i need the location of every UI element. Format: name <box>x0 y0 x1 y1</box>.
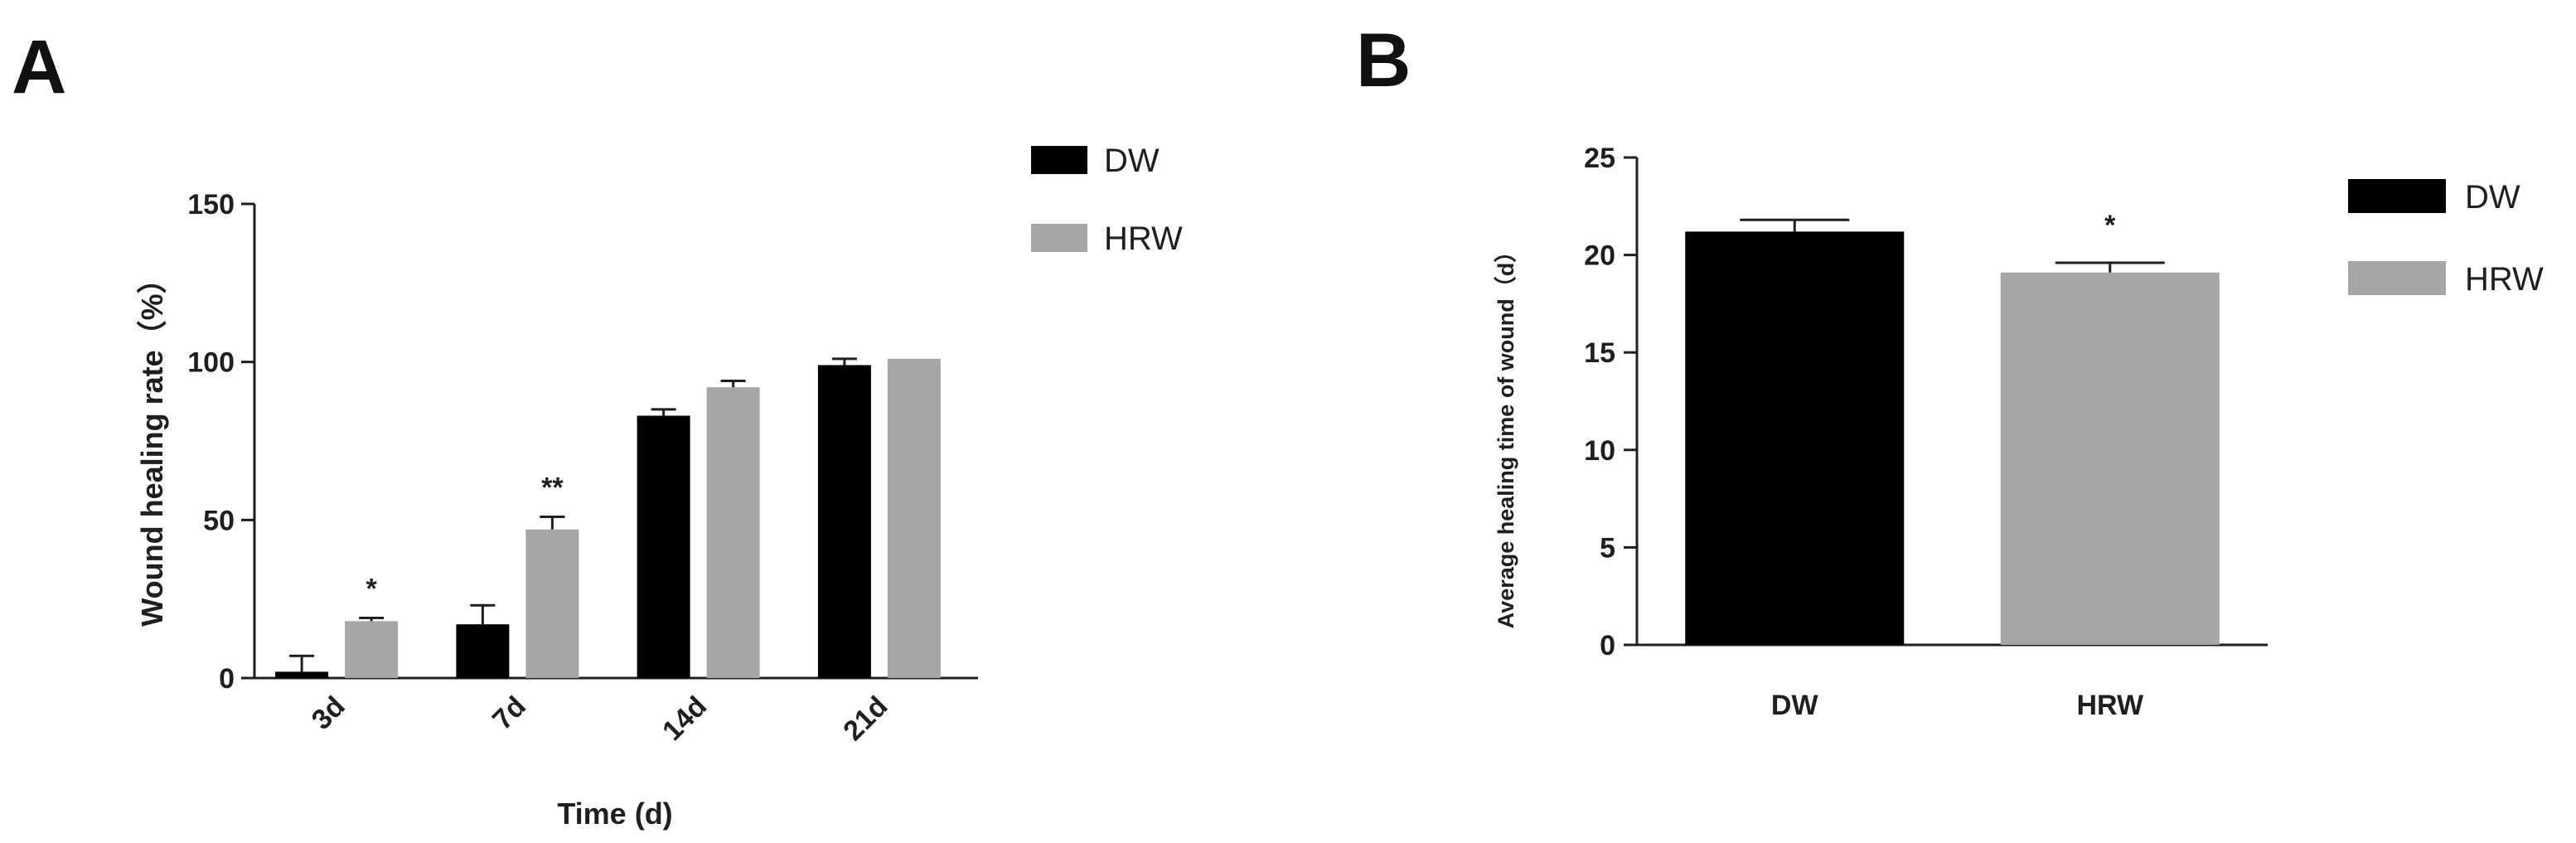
chart-b-y-tick-label: 5 <box>1600 532 1615 564</box>
chart-b-bar-hrw <box>2000 272 2220 645</box>
chart-a-x-tick-label: 3d <box>306 690 351 736</box>
chart-a-x-tick-label: 7d <box>487 690 532 736</box>
chart-b-y-tick-label: 10 <box>1584 435 1615 467</box>
chart-a-bar-dw <box>637 415 690 678</box>
chart-a-significance-label: * <box>366 574 378 605</box>
chart-a-x-tick-label: 14d <box>656 690 713 747</box>
chart-a-bar-hrw <box>345 621 399 678</box>
chart-b-bar-dw <box>1685 231 1905 645</box>
panel-a-letter: A <box>12 25 66 109</box>
chart-b-legend-swatch-dw <box>2348 179 2446 213</box>
chart-b-y-tick-label: 15 <box>1584 337 1615 369</box>
chart-a-significance-label: ** <box>541 472 564 504</box>
chart-a-bar-dw <box>817 365 871 678</box>
chart-a-legend-label-hrw: HRW <box>1104 220 1183 257</box>
chart-a-bar-hrw <box>706 387 760 678</box>
chart-b-significance-label: * <box>2104 210 2116 241</box>
chart-a-legend-swatch-dw <box>1031 146 1087 174</box>
chart-b-y-tick-label: 0 <box>1600 630 1615 661</box>
panel-b-letter: B <box>1356 18 1411 103</box>
chart-a-y-tick-label: 150 <box>187 189 235 220</box>
chart-b-x-tick-label: DW <box>1771 690 1819 721</box>
chart-a-y-tick-label: 100 <box>187 347 235 379</box>
chart-a-bar-dw <box>456 624 510 678</box>
chart-a-x-tick-label: 21d <box>837 690 893 747</box>
chart-b-y-axis-title: Average healing time of wound（d） <box>1494 240 1518 629</box>
chart-a-y-axis-title: Wound healing rate（%） <box>135 264 169 626</box>
chart-b-legend-label-dw: DW <box>2465 179 2520 216</box>
chart-a-legend-label-dw: DW <box>1104 143 1160 179</box>
chart-b-average-healing-time: 0 5 10 15 20 25 DW HRW * Average healing time of … <box>1494 143 2544 721</box>
chart-b-y-tick-label: 20 <box>1584 240 1615 272</box>
chart-a-y-tick-label: 0 <box>219 663 235 695</box>
chart-b-y-tick-label: 25 <box>1584 143 1615 174</box>
chart-a-x-axis-title: Time (d) <box>557 797 672 831</box>
chart-b-x-tick-label: HRW <box>2076 690 2143 721</box>
chart-a-bar-hrw <box>887 358 941 678</box>
chart-a-y-tick-label: 50 <box>203 505 235 536</box>
chart-a-bar-hrw <box>525 529 579 678</box>
chart-b-legend-label-hrw: HRW <box>2465 261 2544 298</box>
chart-a-legend-swatch-hrw <box>1031 224 1087 252</box>
chart-b-legend-swatch-hrw <box>2348 261 2446 295</box>
chart-a-bar-dw <box>275 671 329 678</box>
